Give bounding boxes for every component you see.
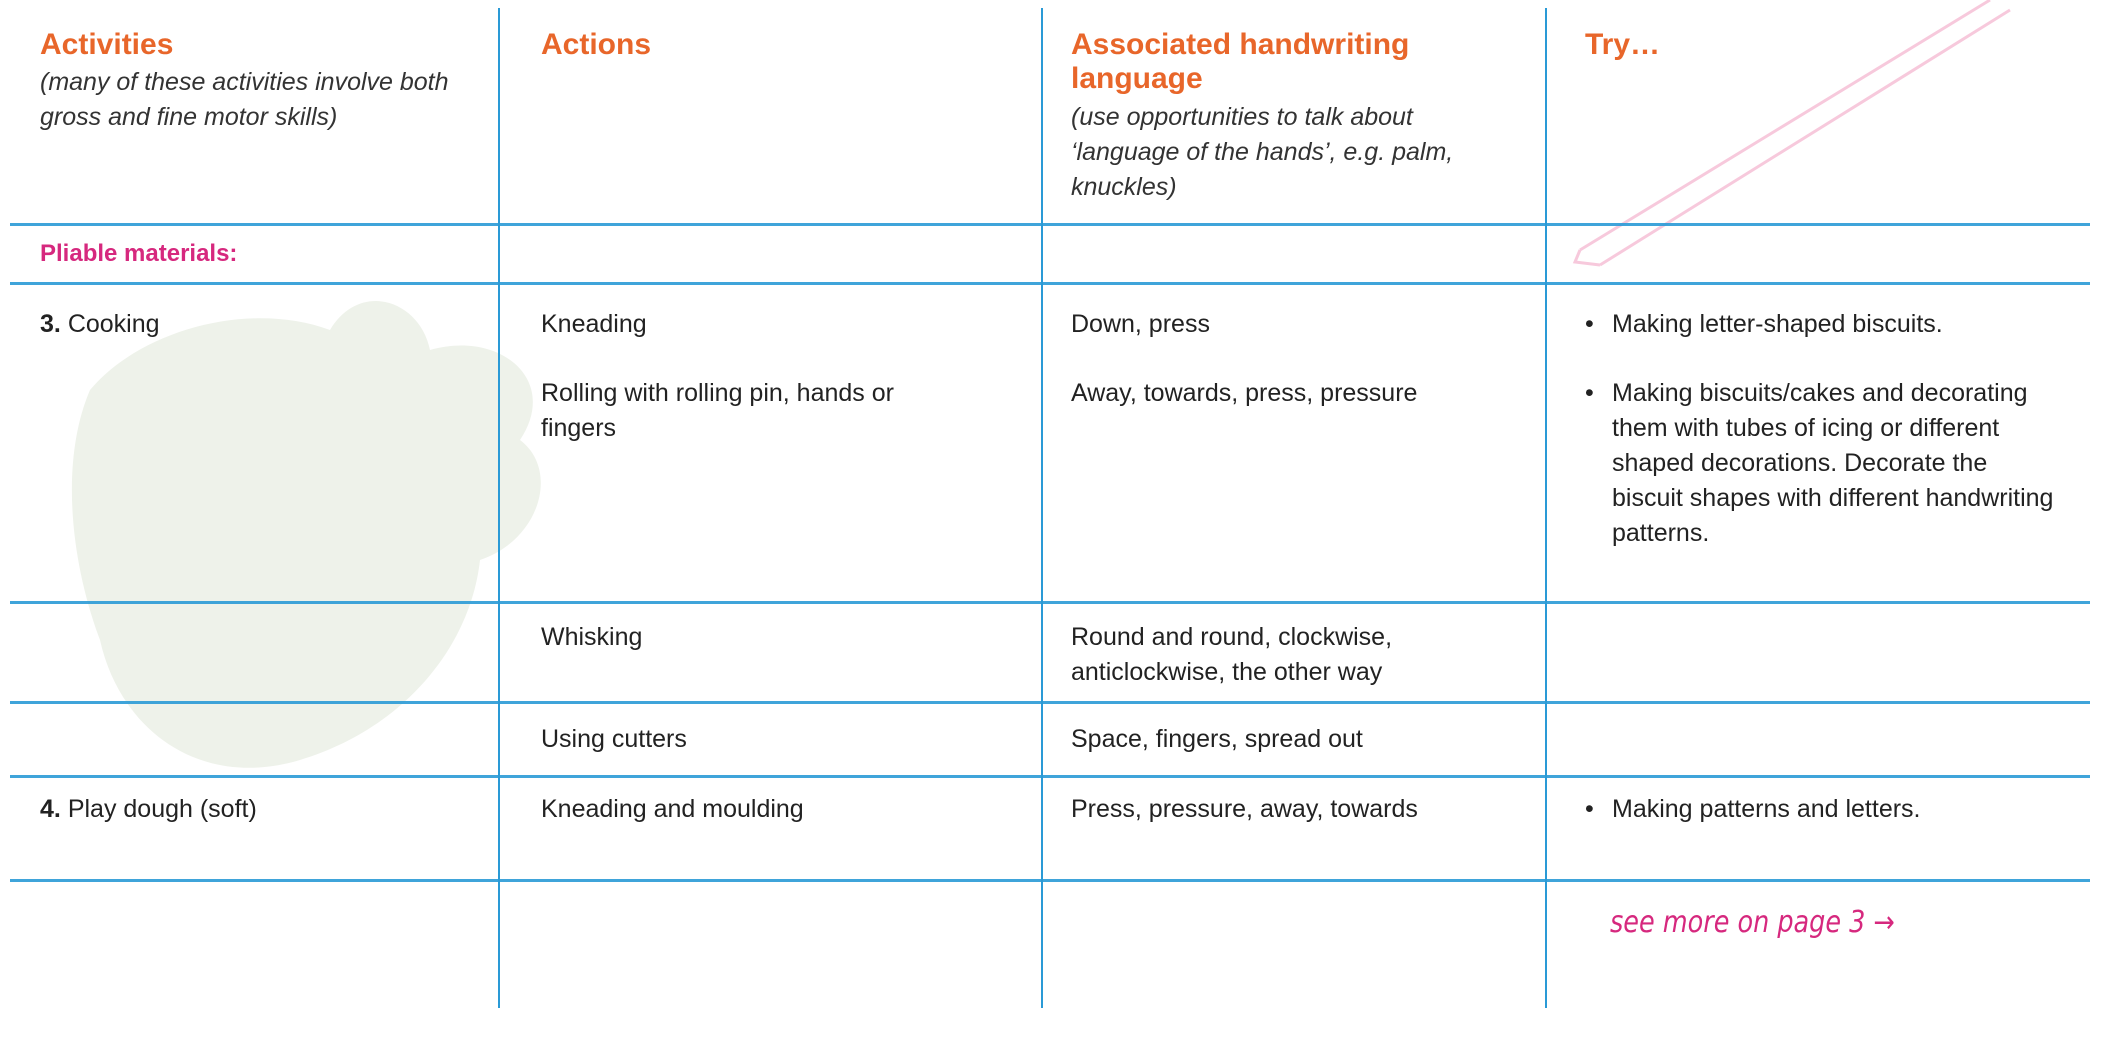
- see-more-link[interactable]: see more on page 3 →: [1610, 905, 1895, 940]
- row-rule: [10, 223, 2090, 226]
- column-title: Actions: [541, 28, 652, 61]
- bullet: •: [1585, 310, 1594, 338]
- action: Whisking: [541, 623, 643, 651]
- language: Space, fingers, spread out: [1071, 725, 1363, 753]
- column-title: Try…: [1585, 28, 1661, 61]
- activity-number: 4.: [40, 795, 61, 823]
- activity-number: 3.: [40, 310, 61, 338]
- column-title: Activities: [40, 28, 174, 61]
- language: Away, towards, press, pressure: [1071, 379, 1418, 407]
- column-rule: [1545, 8, 1547, 1008]
- bullet: •: [1585, 379, 1594, 407]
- try-item: Making patterns and letters.: [1612, 795, 1921, 823]
- row-rule: [10, 879, 2090, 882]
- column-rule: [1041, 8, 1043, 1008]
- action: Kneading and moulding: [541, 795, 804, 823]
- section-label: Pliable materials:: [40, 240, 238, 267]
- bullet: •: [1585, 795, 1594, 823]
- activity-name: Play dough (soft): [67, 795, 257, 823]
- row-rule: [10, 282, 2090, 285]
- action: Kneading: [541, 310, 647, 338]
- column-subtitle: (use opportunities to talk about ‘langua…: [1071, 103, 1454, 201]
- try-item: Making biscuits/cakes and decorating the…: [1612, 379, 2054, 547]
- action: Rolling with rolling pin, hands or finge…: [541, 379, 894, 442]
- column-title: Associated handwriting language: [1071, 28, 1410, 95]
- activity-name: Cooking: [67, 310, 160, 338]
- try-item: Making letter-shaped biscuits.: [1612, 310, 1943, 338]
- action: Using cutters: [541, 725, 687, 753]
- activity: 3. Cooking: [40, 307, 160, 342]
- row-rule: [10, 775, 2090, 778]
- activity: 4. Play dough (soft): [40, 792, 257, 827]
- column-rule: [498, 8, 500, 1008]
- row-rule: [10, 601, 2090, 604]
- row-rule: [10, 701, 2090, 704]
- language: Round and round, clockwise, anticlockwis…: [1071, 623, 1393, 686]
- language: Down, press: [1071, 310, 1210, 338]
- language: Press, pressure, away, towards: [1071, 795, 1418, 823]
- column-subtitle: (many of these activities involve both g…: [40, 68, 449, 131]
